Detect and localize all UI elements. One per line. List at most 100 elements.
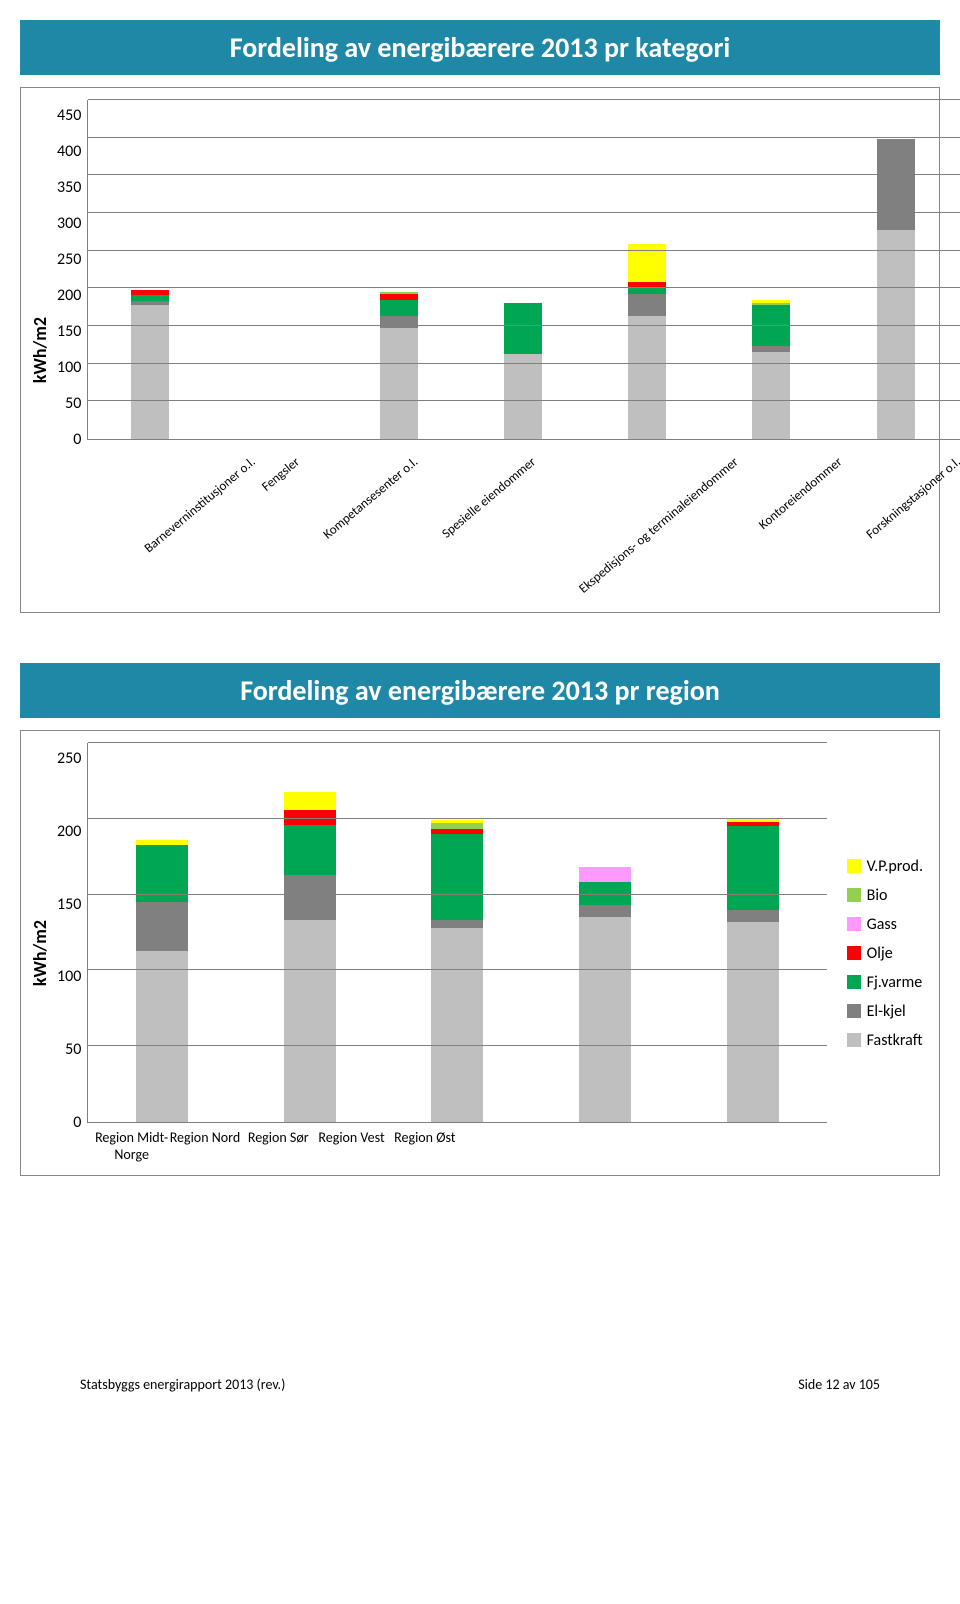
xtick-label: Region Nord	[168, 1123, 241, 1163]
legend-item: Fastkraft	[847, 1031, 923, 1050]
bar-segment	[284, 792, 336, 810]
bar	[284, 743, 336, 1122]
bar-segment	[284, 920, 336, 1122]
bar-segment	[579, 867, 631, 882]
chart2-legend: V.P.prod. Bio Gass Olje Fj.varme El-kjel Fastk…	[847, 857, 923, 1050]
bar-segment	[877, 230, 915, 439]
gridline	[88, 287, 960, 288]
chart1-container: kWh/m2 050100150200250300350400450 Barne…	[20, 87, 940, 613]
ytick-label: 0	[57, 1115, 81, 1131]
legend-label: El-kjel	[867, 1002, 906, 1021]
legend-label: Bio	[867, 886, 888, 905]
ytick-label: 0	[57, 432, 81, 448]
bar	[256, 100, 294, 439]
legend-swatch	[847, 888, 861, 902]
bar	[579, 743, 631, 1122]
xtick-label: Region Midt-Norge	[95, 1123, 168, 1163]
ytick-label: 100	[57, 969, 81, 985]
xtick-label: Region Øst	[388, 1123, 461, 1163]
bar-segment	[579, 905, 631, 917]
footer-right: Side 12 av 105	[798, 1376, 880, 1393]
gridline	[88, 742, 826, 743]
bar-segment	[136, 951, 188, 1122]
gridline	[88, 363, 960, 364]
ytick-label: 150	[57, 897, 81, 913]
ytick-label: 50	[57, 1042, 81, 1058]
ytick-label: 200	[57, 288, 81, 304]
ytick-label: 350	[57, 180, 81, 196]
legend-swatch	[847, 975, 861, 989]
legend-swatch	[847, 946, 861, 960]
chart1-xaxis: Barneverninstitusjoner o.l.FengslerKompe…	[95, 440, 960, 600]
ytick-label: 300	[57, 216, 81, 232]
legend-swatch	[847, 859, 861, 873]
ytick-label: 100	[57, 360, 81, 376]
bar-segment	[727, 922, 779, 1122]
legend-swatch	[847, 1004, 861, 1018]
bar-segment	[380, 328, 418, 439]
legend-label: V.P.prod.	[867, 857, 923, 876]
bar-segment	[380, 300, 418, 317]
footer-left: Statsbyggs energirapport 2013 (rev.)	[80, 1376, 285, 1393]
gridline	[88, 250, 960, 251]
ytick-label: 150	[57, 324, 81, 340]
bar	[131, 100, 169, 439]
bar-segment	[628, 294, 666, 317]
bar-segment	[431, 834, 483, 920]
bar-segment	[579, 917, 631, 1122]
chart2-ylabel: kWh/m2	[29, 920, 51, 986]
legend-item: Fj.varme	[847, 973, 923, 992]
chart1-ylabel: kWh/m2	[29, 317, 51, 383]
gridline	[88, 894, 826, 895]
bar	[504, 100, 542, 439]
chart1-yaxis: 050100150200250300350400450	[57, 100, 87, 440]
bar	[380, 100, 418, 439]
bar-segment	[504, 354, 542, 439]
bar-segment	[431, 920, 483, 928]
bar-segment	[727, 910, 779, 922]
legend-label: Olje	[867, 944, 893, 963]
bar-segment	[752, 352, 790, 439]
bar-segment	[431, 928, 483, 1122]
gridline	[88, 1045, 826, 1046]
bar	[752, 100, 790, 439]
chart2-plot	[87, 743, 826, 1123]
chart2-title: Fordeling av energibærere 2013 pr region	[20, 663, 940, 718]
gridline	[88, 818, 826, 819]
bar	[431, 743, 483, 1122]
gridline	[88, 400, 960, 401]
chart1-title: Fordeling av energibærere 2013 pr katego…	[20, 20, 940, 75]
bar-segment	[136, 902, 188, 951]
ytick-label: 400	[57, 144, 81, 160]
gridline	[88, 174, 960, 175]
bar	[727, 743, 779, 1122]
legend-item: Bio	[847, 886, 923, 905]
bar-segment	[877, 139, 915, 229]
legend-label: Gass	[867, 915, 897, 934]
bar	[136, 743, 188, 1122]
gridline	[88, 212, 960, 213]
legend-item: El-kjel	[847, 1002, 923, 1021]
xtick-label: Region Vest	[315, 1123, 388, 1163]
ytick-label: 200	[57, 824, 81, 840]
page-footer: Statsbyggs energirapport 2013 (rev.) Sid…	[20, 1376, 940, 1393]
chart2-xaxis: Region Midt-NorgeRegion NordRegion SørRe…	[95, 1123, 462, 1163]
legend-item: Olje	[847, 944, 923, 963]
ytick-label: 250	[57, 751, 81, 767]
chart2-container: kWh/m2 0 50 100 150 200 250 Region Midt-Norge…	[20, 730, 940, 1176]
legend-swatch	[847, 917, 861, 931]
bar-segment	[727, 826, 779, 909]
bar-segment	[284, 875, 336, 920]
bar-segment	[284, 825, 336, 875]
legend-item: Gass	[847, 915, 923, 934]
xtick-label: Spesielle eiendommer	[435, 450, 628, 648]
xtick-label: Region Sør	[242, 1123, 315, 1163]
chart2-yaxis: 050100150200250	[57, 743, 87, 1123]
gridline	[88, 99, 960, 100]
gridline	[88, 137, 960, 138]
ytick-label: 250	[57, 252, 81, 268]
ytick-label: 450	[57, 108, 81, 124]
legend-item: V.P.prod.	[847, 857, 923, 876]
legend-label: Fastkraft	[867, 1031, 923, 1050]
bar-segment	[628, 316, 666, 439]
